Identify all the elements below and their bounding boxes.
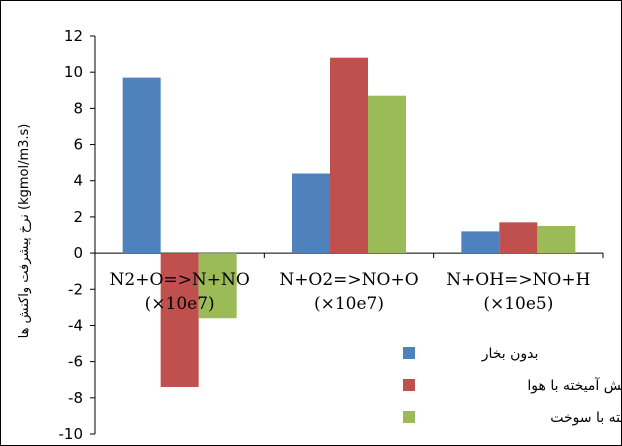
category-sublabel: (×10e7) — [145, 294, 215, 314]
bar — [461, 231, 500, 254]
bar — [198, 253, 237, 319]
y-tick-label: 4 — [73, 172, 83, 190]
category-label: N2+O=>N+NO — [110, 270, 250, 290]
y-tick-label: 6 — [73, 136, 83, 154]
y-tick-label: -4 — [68, 316, 83, 334]
bar — [122, 77, 161, 254]
y-tick-label: -2 — [68, 280, 83, 298]
y-tick-label: -8 — [68, 389, 83, 407]
legend-swatch — [403, 347, 415, 359]
legend-swatch — [403, 379, 415, 391]
category-label: N+O2=>NO+O — [279, 270, 418, 290]
legend-label: پیش آمیخته با هوا — [527, 377, 621, 394]
y-tick-label: -10 — [59, 425, 84, 443]
bar — [537, 225, 576, 254]
y-tick-label: 8 — [73, 99, 83, 117]
bar — [368, 95, 406, 254]
legend-label: پیش آمیخته با سوخت — [550, 409, 621, 426]
category-sublabel: (×10e7) — [314, 294, 384, 314]
y-tick-label: 12 — [64, 27, 83, 45]
bar — [160, 253, 199, 387]
bar — [292, 173, 330, 254]
y-axis-label: نرخ پیشرفت واکنش ها (kgmol/m3.s) — [17, 124, 32, 339]
legend-swatch — [403, 411, 415, 423]
y-tick-label: 2 — [73, 208, 83, 226]
category-label: N+OH=>NO+H — [446, 270, 590, 290]
y-tick-label: 0 — [73, 244, 83, 262]
y-tick-label: 10 — [64, 63, 83, 81]
category-sublabel: (×10e5) — [483, 294, 553, 314]
legend-label: بدون بخار — [481, 346, 539, 362]
y-tick-label: -6 — [68, 353, 83, 371]
bar — [499, 222, 538, 254]
bar — [330, 57, 368, 254]
